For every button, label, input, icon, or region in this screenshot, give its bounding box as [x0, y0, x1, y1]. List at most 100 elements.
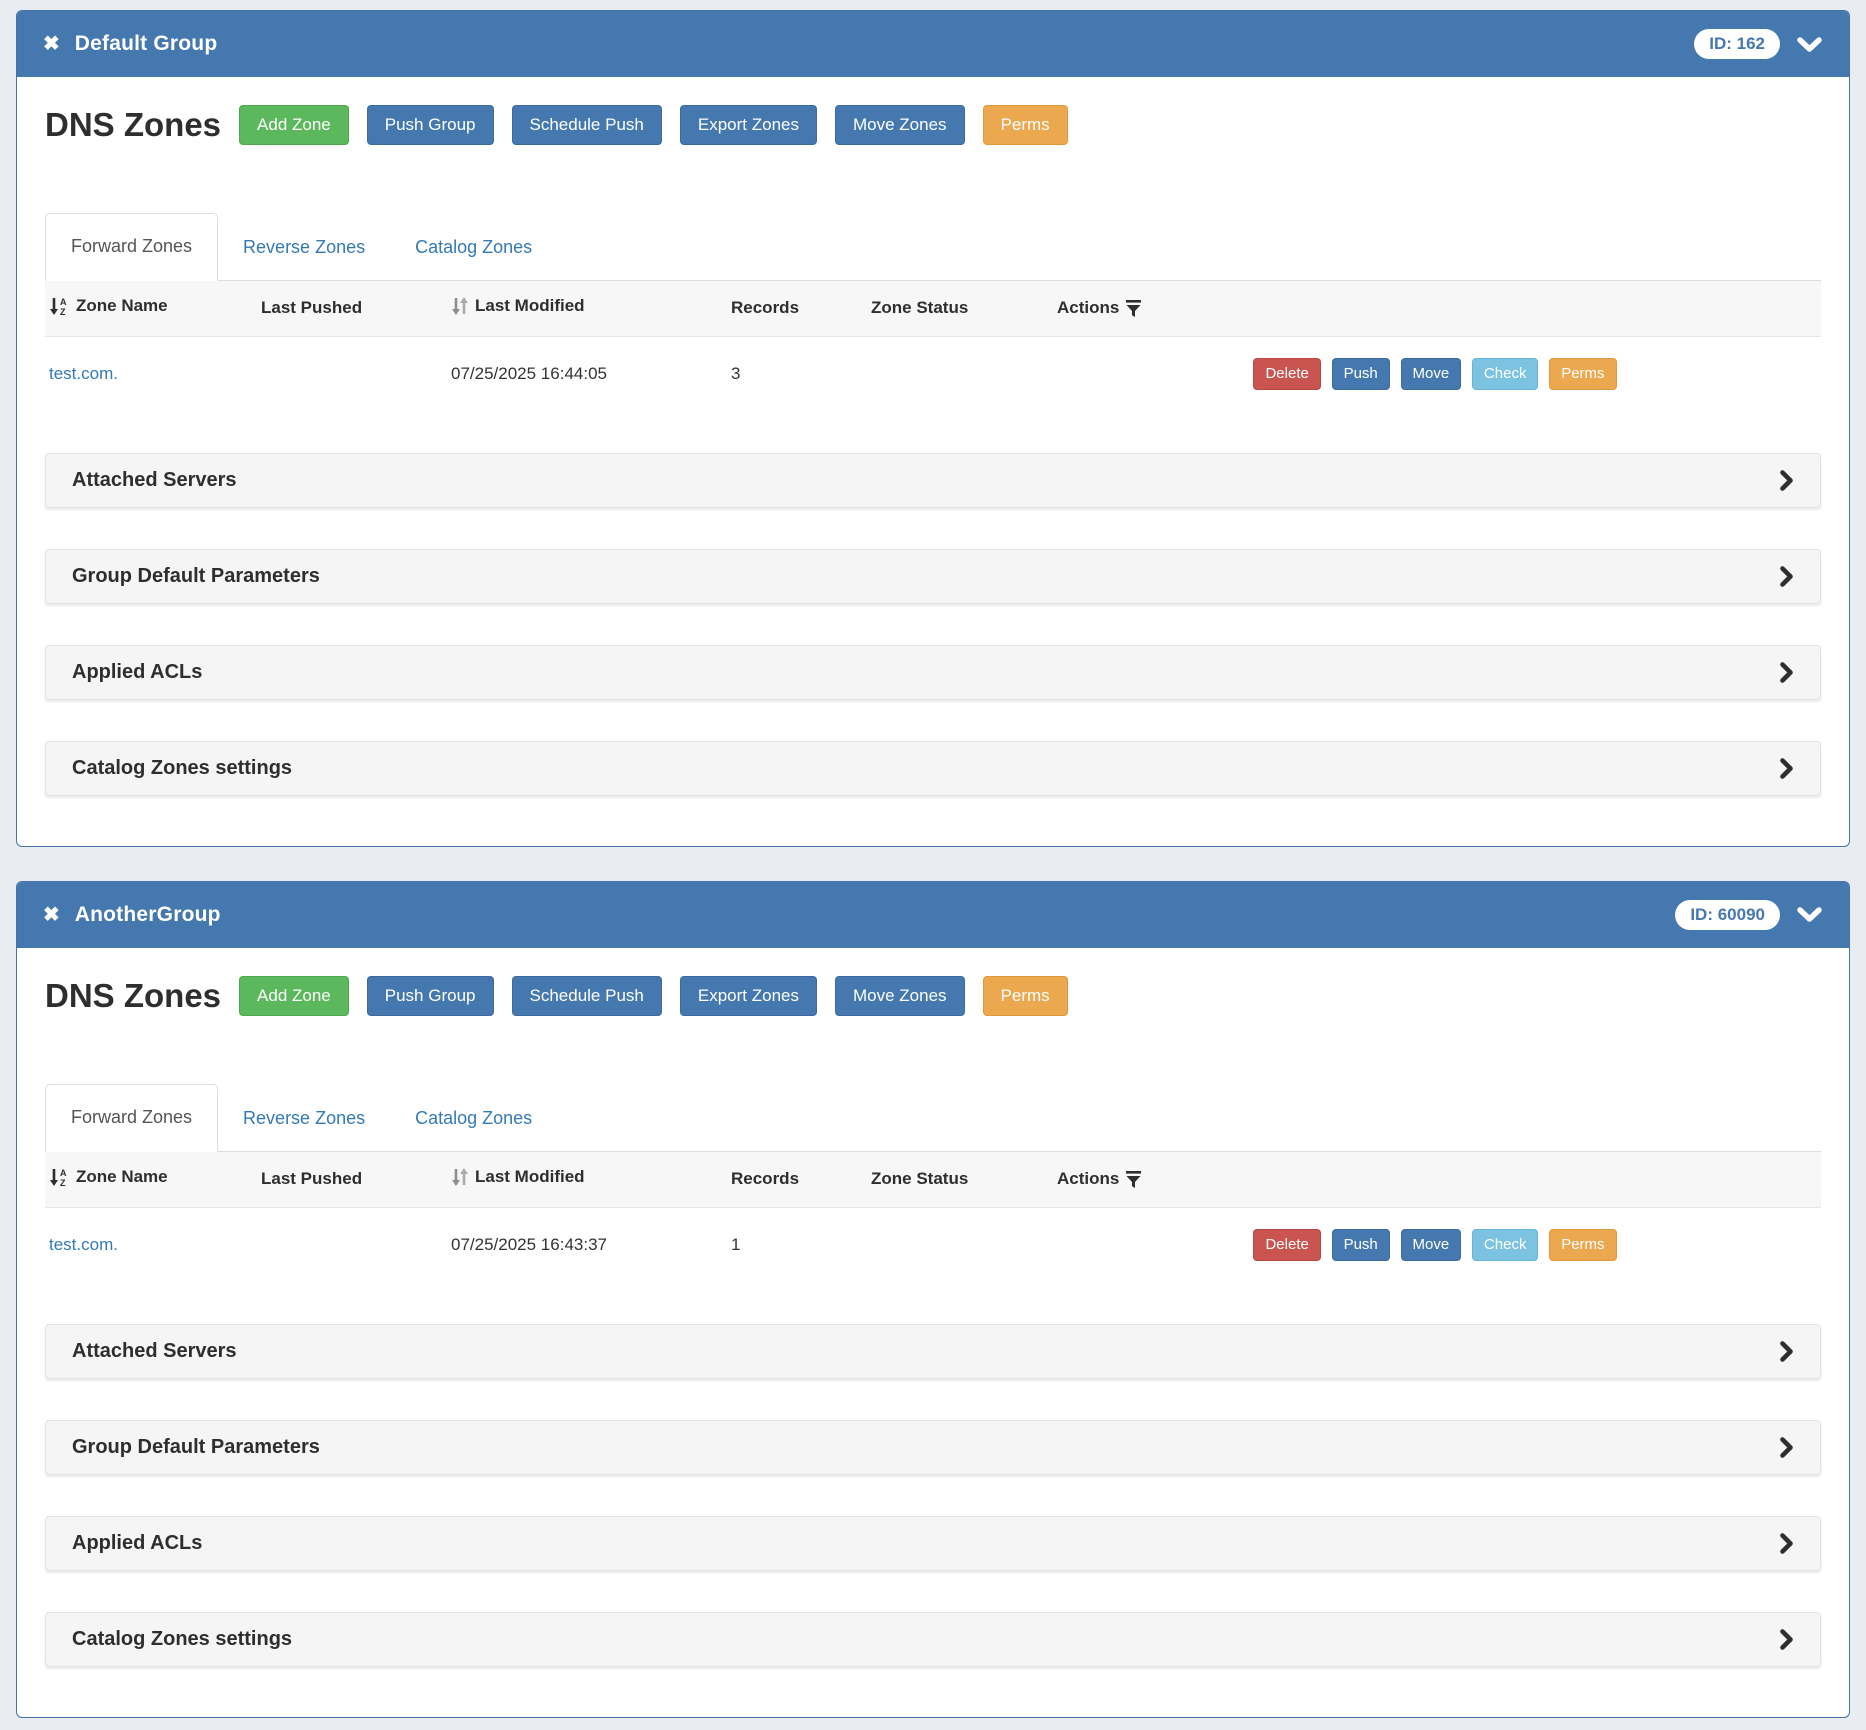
move-zones-button[interactable]: Move Zones — [834, 975, 965, 1017]
group-id-badge: ID: 162 — [1694, 29, 1780, 59]
chevron-right-icon — [1780, 565, 1793, 587]
accordion-attached-servers[interactable]: Attached Servers — [45, 452, 1821, 508]
dns-zones-heading: DNS Zones — [45, 976, 222, 1014]
column-header-zone-status: Zone Status — [867, 1151, 1053, 1208]
sort-alpha-down-icon[interactable]: A Z — [49, 296, 70, 316]
column-header-last-pushed: Last Pushed — [257, 1151, 447, 1208]
accordion-attached-servers[interactable]: Attached Servers — [45, 1323, 1821, 1379]
column-label-records: Records — [731, 1169, 800, 1189]
close-icon[interactable]: ✖ — [43, 903, 60, 926]
zone-records-count: 1 — [731, 1234, 741, 1254]
export-zones-button[interactable]: Export Zones — [679, 975, 817, 1017]
accordion-group-default-parameters[interactable]: Group Default Parameters — [45, 548, 1821, 604]
group-header[interactable]: ✖ Default Group ID: 162 — [17, 11, 1849, 77]
chevron-right-icon — [1780, 469, 1793, 491]
group-header-right: ID: 60090 — [1675, 899, 1823, 930]
svg-text:A: A — [60, 297, 67, 307]
chevron-right-icon — [1780, 1532, 1793, 1554]
perms-button[interactable]: Perms — [982, 105, 1068, 146]
accordion-label: Group Default Parameters — [72, 564, 320, 587]
zone-tabs: Forward Zones Reverse Zones Catalog Zone… — [45, 1084, 1821, 1152]
delete-button[interactable]: Delete — [1253, 357, 1321, 390]
accordion-label: Catalog Zones settings — [72, 756, 293, 779]
zones-table: A Z Zone Name Last Pushed — [45, 1151, 1821, 1282]
filter-icon[interactable] — [1125, 1170, 1142, 1189]
move-zones-button[interactable]: Move Zones — [834, 105, 965, 146]
column-header-actions: Actions — [1053, 1151, 1821, 1208]
delete-button[interactable]: Delete — [1253, 1228, 1321, 1261]
zone-last-modified: 07/25/2025 16:43:37 — [451, 1234, 607, 1254]
zone-name-link[interactable]: test.com. — [49, 363, 118, 383]
accordion-applied-acls[interactable]: Applied ACLs — [45, 644, 1821, 700]
move-button[interactable]: Move — [1400, 1228, 1462, 1261]
group-body: DNS Zones Add Zone Push Group Schedule P… — [17, 77, 1849, 846]
zone-last-pushed — [257, 336, 447, 411]
group-panel-anothergroup: ✖ AnotherGroup ID: 60090 DNS Zones Add Z… — [16, 880, 1850, 1718]
column-label-zone-status: Zone Status — [871, 1169, 969, 1189]
close-icon[interactable]: ✖ — [43, 33, 60, 55]
column-header-zone-name[interactable]: A Z Zone Name — [45, 280, 257, 337]
tab-reverse-zones[interactable]: Reverse Zones — [243, 237, 366, 258]
filter-icon[interactable] — [1125, 299, 1142, 318]
tab-reverse-zones[interactable]: Reverse Zones — [243, 1108, 366, 1129]
group-header[interactable]: ✖ AnotherGroup ID: 60090 — [17, 881, 1849, 948]
tab-catalog-zones[interactable]: Catalog Zones — [415, 1108, 533, 1129]
column-header-last-modified[interactable]: Last Modified — [447, 280, 727, 337]
push-button[interactable]: Push — [1331, 1228, 1390, 1261]
dns-zones-heading: DNS Zones — [45, 106, 222, 144]
accordion-label: Attached Servers — [72, 1339, 237, 1362]
zone-status — [867, 1207, 1053, 1282]
chevron-down-icon[interactable] — [1796, 36, 1823, 53]
zone-name-link[interactable]: test.com. — [49, 1234, 118, 1254]
accordion-group-default-parameters[interactable]: Group Default Parameters — [45, 1419, 1821, 1475]
column-header-last-pushed: Last Pushed — [257, 280, 447, 337]
chevron-right-icon — [1780, 1436, 1793, 1458]
sort-updown-icon[interactable] — [451, 1167, 469, 1187]
add-zone-button[interactable]: Add Zone — [239, 105, 349, 146]
accordion-label: Applied ACLs — [72, 1531, 203, 1554]
push-group-button[interactable]: Push Group — [366, 105, 494, 146]
column-header-records: Records — [727, 280, 867, 337]
add-zone-button[interactable]: Add Zone — [239, 975, 349, 1017]
perms-button[interactable]: Perms — [982, 975, 1068, 1017]
group-title: Default Group — [74, 32, 218, 55]
tab-forward-zones[interactable]: Forward Zones — [45, 1084, 219, 1152]
column-header-last-modified[interactable]: Last Modified — [447, 1151, 727, 1208]
group-id-badge: ID: 60090 — [1675, 899, 1780, 930]
check-button[interactable]: Check — [1471, 357, 1539, 390]
accordion-label: Catalog Zones settings — [72, 1627, 293, 1650]
group-title: AnotherGroup — [74, 902, 221, 926]
zone-actions: Delete Push Move Check Perms — [1053, 336, 1821, 411]
accordion-label: Applied ACLs — [72, 660, 203, 683]
check-button[interactable]: Check — [1471, 1228, 1539, 1261]
chevron-right-icon — [1780, 1340, 1793, 1362]
chevron-down-icon[interactable] — [1796, 906, 1823, 923]
sort-updown-icon[interactable] — [451, 296, 469, 316]
schedule-push-button[interactable]: Schedule Push — [511, 975, 662, 1017]
accordion-catalog-zones-settings[interactable]: Catalog Zones settings — [45, 740, 1821, 796]
column-header-zone-name[interactable]: A Z Zone Name — [45, 1151, 257, 1208]
dns-zones-toolbar: DNS Zones Add Zone Push Group Schedule P… — [45, 975, 1821, 1017]
zone-status — [867, 336, 1053, 411]
move-button[interactable]: Move — [1400, 357, 1462, 390]
push-group-button[interactable]: Push Group — [366, 975, 494, 1017]
group-header-right: ID: 162 — [1694, 29, 1823, 59]
perms-action-button[interactable]: Perms — [1549, 357, 1617, 390]
perms-action-button[interactable]: Perms — [1549, 1228, 1617, 1261]
export-zones-button[interactable]: Export Zones — [679, 105, 817, 146]
accordion-applied-acls[interactable]: Applied ACLs — [45, 1515, 1821, 1571]
accordion-label: Group Default Parameters — [72, 1435, 320, 1458]
push-button[interactable]: Push — [1331, 357, 1390, 390]
accordion-catalog-zones-settings[interactable]: Catalog Zones settings — [45, 1611, 1821, 1667]
zone-tabs: Forward Zones Reverse Zones Catalog Zone… — [45, 213, 1821, 281]
sort-alpha-down-icon[interactable]: A Z — [49, 1167, 70, 1187]
group-panel-default-group: ✖ Default Group ID: 162 DNS Zones Add Zo… — [16, 10, 1850, 847]
column-label-actions: Actions — [1057, 1169, 1120, 1189]
zone-row: test.com. 07/25/2025 16:44:05 3 Delete P… — [45, 336, 1821, 411]
tab-catalog-zones[interactable]: Catalog Zones — [415, 237, 533, 258]
tab-forward-zones[interactable]: Forward Zones — [45, 213, 219, 281]
svg-text:Z: Z — [60, 307, 66, 316]
zone-last-pushed — [257, 1207, 447, 1282]
schedule-push-button[interactable]: Schedule Push — [511, 105, 662, 146]
